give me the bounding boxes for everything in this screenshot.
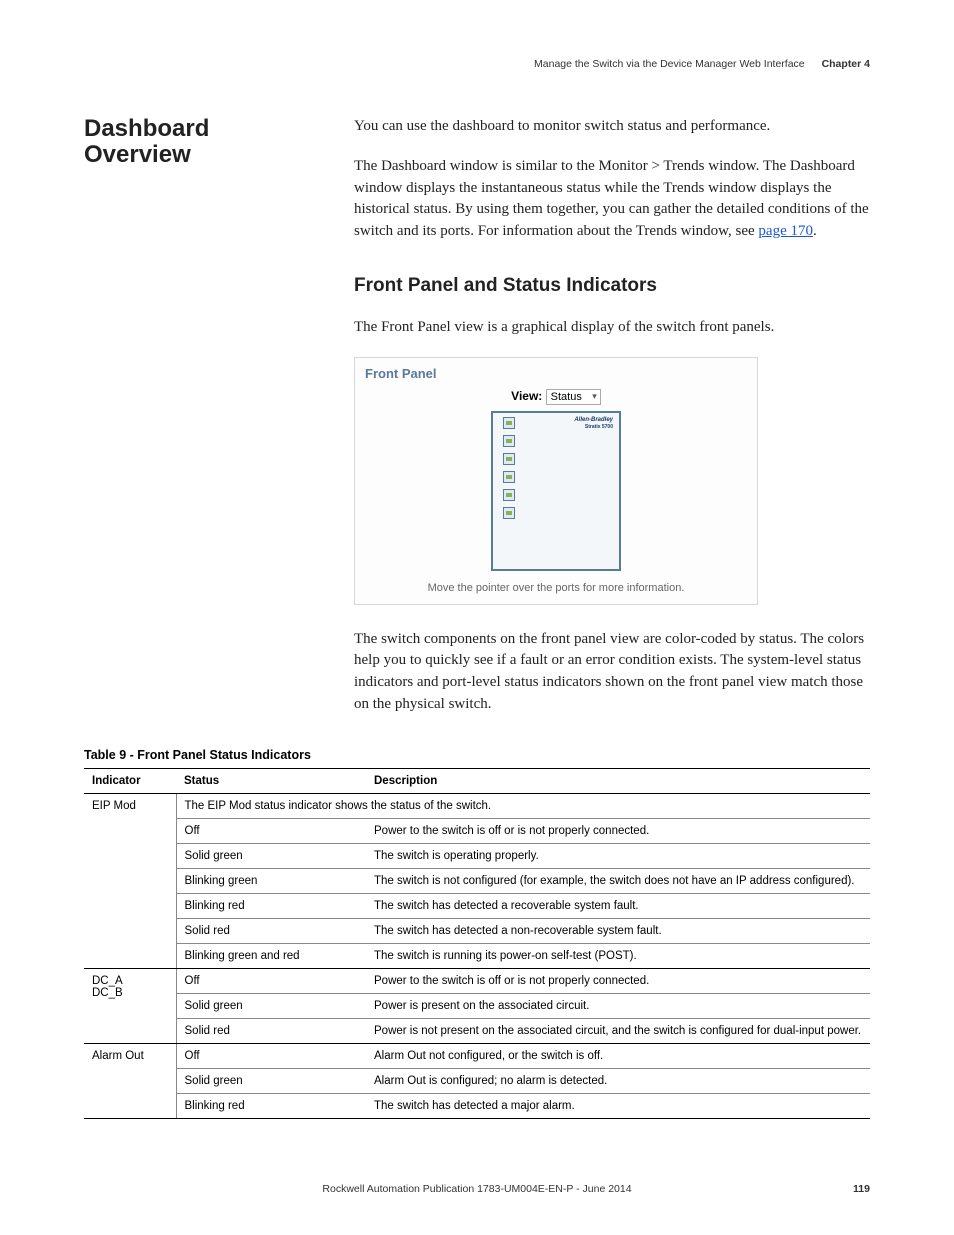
description-cell: The switch has detected a recoverable sy…: [366, 893, 870, 918]
status-cell: Solid red: [176, 1018, 366, 1043]
breadcrumb: Manage the Switch via the Device Manager…: [534, 58, 805, 70]
description-cell: The switch has detected a non-recoverabl…: [366, 918, 870, 943]
chapter-label: Chapter 4: [822, 58, 870, 70]
front-panel-heading: Front Panel and Status Indicators: [354, 275, 870, 297]
description-cell: The switch is operating properly.: [366, 843, 870, 868]
status-cell: Solid green: [176, 843, 366, 868]
page-170-link[interactable]: page 170: [758, 223, 813, 239]
table-9-title: Table 9 - Front Panel Status Indicators: [84, 748, 870, 762]
panel-title: Front Panel: [365, 366, 747, 381]
trends-text-b: .: [813, 223, 817, 239]
page-number: 119: [853, 1183, 870, 1195]
status-cell: Solid red: [176, 918, 366, 943]
page-footer: Rockwell Automation Publication 1783-UM0…: [84, 1183, 870, 1195]
status-cell: Off: [176, 968, 366, 993]
trends-paragraph: The Dashboard window is similar to the M…: [354, 156, 870, 243]
status-cell: Solid green: [176, 993, 366, 1018]
description-cell: Power is present on the associated circu…: [366, 993, 870, 1018]
th-indicator: Indicator: [84, 768, 176, 793]
port-5[interactable]: [503, 489, 515, 501]
status-indicators-table: Indicator Status Description EIP ModThe …: [84, 768, 870, 1119]
status-cell: Solid green: [176, 1068, 366, 1093]
description-cell: The switch is not configured (for exampl…: [366, 868, 870, 893]
section-title: Dashboard Overview: [84, 116, 316, 169]
device-brand: Allen-Bradley: [574, 417, 613, 423]
description-cell: Power to the switch is off or is not pro…: [366, 968, 870, 993]
port-2[interactable]: [503, 435, 515, 447]
front-panel-figure: Front Panel View: Status Allen-Bradley S…: [354, 357, 758, 605]
page-header: Manage the Switch via the Device Manager…: [534, 58, 870, 70]
status-cell: Blinking green: [176, 868, 366, 893]
status-cell: Off: [176, 1043, 366, 1068]
status-cell: Blinking green and red: [176, 943, 366, 968]
span-text-cell: The EIP Mod status indicator shows the s…: [176, 793, 870, 818]
th-description: Description: [366, 768, 870, 793]
indicator-cell: Alarm Out: [84, 1043, 176, 1118]
description-cell: Power is not present on the associated c…: [366, 1018, 870, 1043]
intro-paragraph: You can use the dashboard to monitor swi…: [354, 116, 870, 138]
description-cell: Power to the switch is off or is not pro…: [366, 818, 870, 843]
description-cell: The switch is running its power-on self-…: [366, 943, 870, 968]
port-3[interactable]: [503, 453, 515, 465]
indicator-cell: EIP Mod: [84, 793, 176, 968]
after-panel-paragraph: The switch components on the front panel…: [354, 629, 870, 716]
port-4[interactable]: [503, 471, 515, 483]
front-panel-intro: The Front Panel view is a graphical disp…: [354, 317, 870, 339]
description-cell: Alarm Out not configured, or the switch …: [366, 1043, 870, 1068]
port-6[interactable]: [503, 507, 515, 519]
status-cell: Blinking red: [176, 893, 366, 918]
publication-text: Rockwell Automation Publication 1783-UM0…: [322, 1183, 631, 1195]
port-1[interactable]: [503, 417, 515, 429]
th-status: Status: [176, 768, 366, 793]
view-select[interactable]: Status: [546, 389, 601, 405]
status-cell: Off: [176, 818, 366, 843]
description-cell: The switch has detected a major alarm.: [366, 1093, 870, 1118]
indicator-cell: DC_ADC_B: [84, 968, 176, 1043]
view-label: View:: [511, 389, 542, 403]
panel-hint: Move the pointer over the ports for more…: [365, 582, 747, 594]
description-cell: Alarm Out is configured; no alarm is det…: [366, 1068, 870, 1093]
view-row: View: Status: [365, 389, 747, 405]
device-diagram: Allen-Bradley Stratix 5700: [491, 411, 621, 571]
device-model: Stratix 5700: [585, 424, 613, 430]
status-cell: Blinking red: [176, 1093, 366, 1118]
